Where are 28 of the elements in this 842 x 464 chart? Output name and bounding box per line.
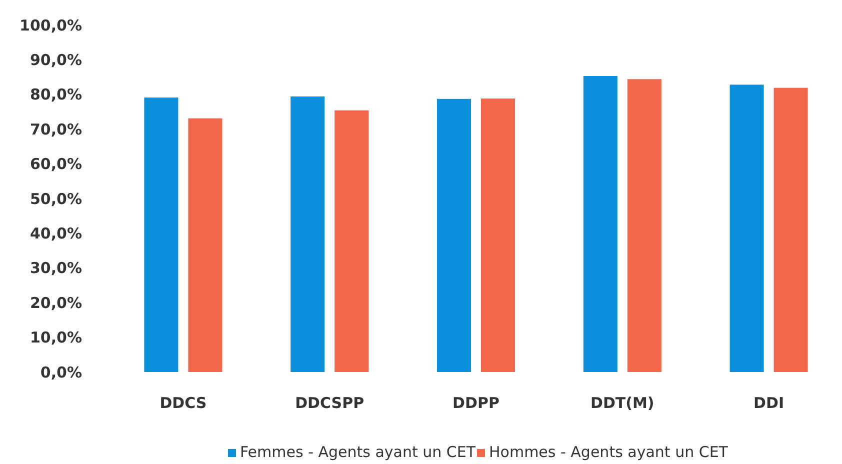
y-tick-label: 100,0% xyxy=(20,16,82,34)
bar xyxy=(481,98,515,372)
y-tick-label: 80,0% xyxy=(30,86,82,104)
bar xyxy=(290,96,325,372)
y-tick-label: 50,0% xyxy=(30,190,82,208)
bar xyxy=(188,118,222,372)
y-tick-label: 60,0% xyxy=(30,155,82,174)
bar xyxy=(144,98,178,372)
y-tick-label: 30,0% xyxy=(30,259,82,278)
bar xyxy=(437,98,471,372)
legend-label: Hommes - Agents ayant un CET xyxy=(489,443,729,461)
bar xyxy=(627,79,662,372)
x-tick-label: DDI xyxy=(754,394,784,412)
y-tick-label: 20,0% xyxy=(30,294,82,312)
bar xyxy=(730,84,764,372)
x-tick-label: DDCSPP xyxy=(295,394,364,412)
x-tick-label: DDCS xyxy=(160,394,207,412)
y-tick-label: 10,0% xyxy=(30,328,82,347)
y-tick-label: 70,0% xyxy=(30,120,82,138)
bar xyxy=(774,88,808,372)
x-tick-label: DDT(M) xyxy=(590,394,654,412)
x-tick-label: DDPP xyxy=(452,394,500,412)
y-tick-label: 90,0% xyxy=(30,50,82,69)
y-tick-label: 0,0% xyxy=(40,363,82,382)
y-tick-label: 40,0% xyxy=(30,224,82,242)
bar xyxy=(334,110,369,372)
bar xyxy=(583,76,618,372)
legend-label: Femmes - Agents ayant un CET xyxy=(240,443,476,461)
